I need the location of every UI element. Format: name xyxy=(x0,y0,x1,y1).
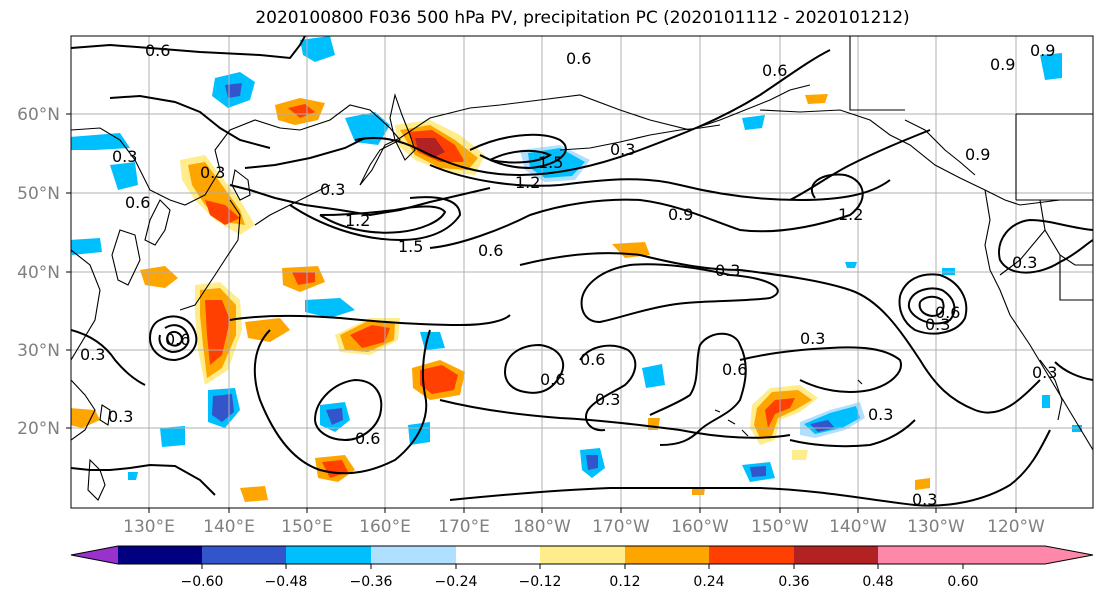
colorbar-segment xyxy=(878,546,963,564)
contour-label: 0.3 xyxy=(925,315,950,334)
colorbar-tick-label: −0.48 xyxy=(265,574,308,590)
contour-label: 0.6 xyxy=(935,303,960,322)
lon-label: 170°E xyxy=(438,517,490,537)
lon-label: 140°W xyxy=(829,517,887,537)
colorbar-tick-label: 0.48 xyxy=(862,574,893,590)
contour-label: 0.3 xyxy=(80,345,105,364)
colorbar-tick-label: −0.36 xyxy=(350,574,393,590)
axis-ticks xyxy=(66,113,1017,513)
colorbar-tick-label: −0.60 xyxy=(181,574,224,590)
contour-label: 0.6 xyxy=(722,360,747,379)
lon-label: 150°W xyxy=(751,517,809,537)
colorbar-segment xyxy=(286,546,371,564)
contour-label: 1.2 xyxy=(515,173,540,192)
colorbar-extend-max xyxy=(963,546,1093,564)
contour-label: 0.3 xyxy=(715,261,740,280)
lon-label: 160°E xyxy=(359,517,411,537)
contour-label: 1.2 xyxy=(345,211,370,230)
contour-label: 1.2 xyxy=(838,205,863,224)
colorbar-tick-label: 0.24 xyxy=(693,574,724,590)
lat-label: 20°N xyxy=(17,419,60,439)
lon-label: 160°W xyxy=(671,517,729,537)
colorbar-extend-min xyxy=(71,546,118,564)
contour-label: 0.3 xyxy=(112,147,137,166)
colorbar-segment xyxy=(202,546,286,564)
contour-label: 0.3 xyxy=(108,407,133,426)
lat-label: 40°N xyxy=(17,263,60,283)
colorbar-tick-label: −0.12 xyxy=(519,574,562,590)
colorbar-segment xyxy=(118,546,202,564)
colorbar-segment xyxy=(625,546,709,564)
colorbar-segment xyxy=(540,546,625,564)
contour-label: 0.3 xyxy=(610,140,635,159)
contour-label: 0.3 xyxy=(1032,363,1057,382)
lon-label: 150°E xyxy=(281,517,333,537)
lat-label: 30°N xyxy=(17,341,60,361)
contour-label: 1.5 xyxy=(538,153,563,172)
lon-label: 140°E xyxy=(203,517,255,537)
colorbar-tick-label: 0.12 xyxy=(609,574,640,590)
colorbar-segment xyxy=(371,546,456,564)
contour-label: 0.6 xyxy=(165,330,190,349)
contour-label: 0.9 xyxy=(668,205,693,224)
contour-label: 0.3 xyxy=(800,329,825,348)
contour-label: 0.6 xyxy=(145,41,170,60)
latitude-labels: 60°N 50°N 40°N 30°N 20°N xyxy=(17,105,60,439)
contour-label: 0.9 xyxy=(990,55,1015,74)
contour-label: 0.3 xyxy=(868,405,893,424)
contour-label: 0.3 xyxy=(320,180,345,199)
contour-label: 0.6 xyxy=(478,241,503,260)
longitude-labels: 130°E 140°E 150°E 160°E 170°E 180°W 170°… xyxy=(123,517,1045,537)
contour-label: 0.6 xyxy=(580,350,605,369)
contour-label: 0.6 xyxy=(540,370,565,389)
contour-label: 0.3 xyxy=(595,390,620,409)
colorbar: −0.60 −0.48 −0.36 −0.24 −0.12 0.12 0.24 … xyxy=(70,545,1094,590)
lon-label: 120°W xyxy=(987,517,1045,537)
contour-labels: 0.6 0.6 0.6 0.9 0.9 0.3 0.3 0.6 0.3 1.2 … xyxy=(80,41,1057,509)
colorbar-tick-label: 0.36 xyxy=(778,574,809,590)
colorbar-tick-label: 0.60 xyxy=(947,574,978,590)
map-title: 2020100800 F036 500 hPa PV, precipitatio… xyxy=(255,8,910,28)
contour-label: 0.3 xyxy=(912,490,937,509)
colorbar-segment xyxy=(456,546,540,564)
lat-label: 60°N xyxy=(17,105,60,125)
lon-label: 170°W xyxy=(592,517,650,537)
contour-label: 0.3 xyxy=(200,163,225,182)
coastlines xyxy=(71,36,1093,501)
contour-label: 0.9 xyxy=(1030,41,1055,60)
lon-label: 180°W xyxy=(513,517,571,537)
contour-label: 0.6 xyxy=(125,193,150,212)
lon-label: 130°W xyxy=(907,517,965,537)
pv-contours xyxy=(71,36,1093,507)
colorbar-segment xyxy=(709,546,794,564)
colorbar-segment xyxy=(794,546,878,564)
colorbar-tick-label: −0.24 xyxy=(435,574,478,590)
contour-label: 1.5 xyxy=(398,237,423,256)
contour-label: 0.9 xyxy=(965,145,990,164)
lon-label: 130°E xyxy=(123,517,175,537)
contour-label: 0.3 xyxy=(1012,253,1037,272)
contour-label: 0.6 xyxy=(355,429,380,448)
contour-label: 0.6 xyxy=(566,49,591,68)
lat-label: 50°N xyxy=(17,184,60,204)
contour-label: 0.6 xyxy=(762,61,787,80)
